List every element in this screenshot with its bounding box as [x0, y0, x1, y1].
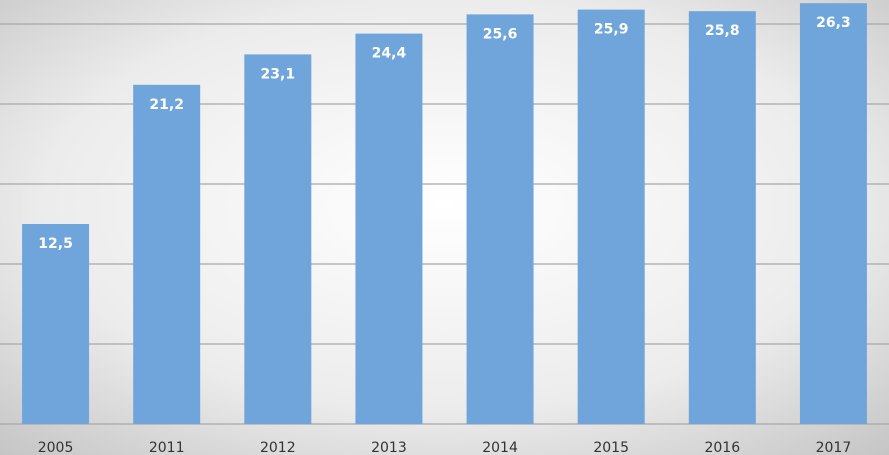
- value-label: 25,8: [705, 23, 740, 39]
- value-label: 12,5: [38, 236, 73, 252]
- x-tick-label: 2013: [371, 440, 407, 455]
- x-tick-label: 2014: [482, 440, 518, 455]
- bar: [355, 33, 423, 424]
- bar: [577, 9, 645, 424]
- value-label: 25,9: [594, 22, 629, 38]
- bar: [799, 3, 867, 424]
- x-tick-label: 2015: [593, 440, 629, 455]
- value-label: 25,6: [483, 26, 518, 42]
- value-label: 24,4: [372, 46, 407, 62]
- value-label: 23,1: [261, 66, 296, 82]
- bar: [244, 54, 312, 425]
- x-tick-label: 2016: [704, 440, 740, 455]
- bar: [22, 224, 90, 424]
- x-tick-label: 2005: [38, 440, 74, 455]
- x-tick-label: 2017: [816, 440, 852, 455]
- value-label: 21,2: [149, 97, 184, 113]
- x-tick-label: 2011: [149, 440, 185, 455]
- bar: [688, 11, 756, 424]
- x-tick-label: 2012: [260, 440, 296, 455]
- bar: [466, 14, 534, 425]
- value-label: 26,3: [816, 15, 851, 31]
- bar: [133, 84, 201, 425]
